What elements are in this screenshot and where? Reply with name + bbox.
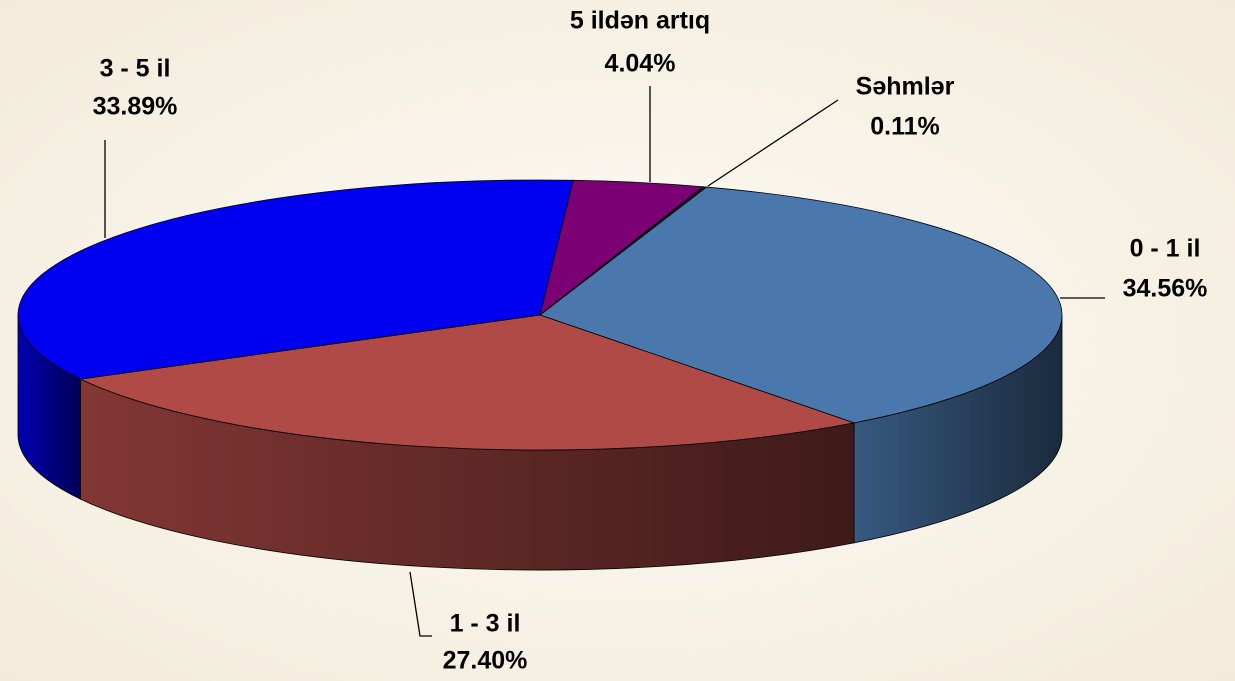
slice [539, 186, 708, 316]
labels: 0 - 1 il 34.56% 1 - 3 il 27.40% 3 - 5 il 33.8… [93, 7, 1208, 675]
value-label: 33.89% [93, 93, 178, 121]
slice-label: 0 - 1 il [1130, 235, 1201, 263]
slice-side-shade [18, 315, 81, 500]
value-label: 27.40% [443, 647, 528, 675]
value-label: 4.04% [605, 50, 676, 78]
leader-line [409, 571, 432, 637]
slice-label: 1 - 3 il [450, 610, 521, 638]
value-label: 34.56% [1123, 275, 1208, 303]
slice-label: 5 ildən artıq [570, 7, 710, 35]
slice [539, 186, 1063, 424]
leader-line [707, 99, 839, 187]
slice-label: 3 - 5 il [100, 55, 171, 83]
pie [17, 179, 1063, 571]
slice [79, 314, 856, 451]
value-label: 0.11% [870, 113, 940, 141]
slice [17, 179, 574, 380]
slice-side-shade [854, 315, 1062, 543]
slice-label: Səhmlər [856, 73, 955, 101]
slice-side-shade [80, 379, 855, 571]
